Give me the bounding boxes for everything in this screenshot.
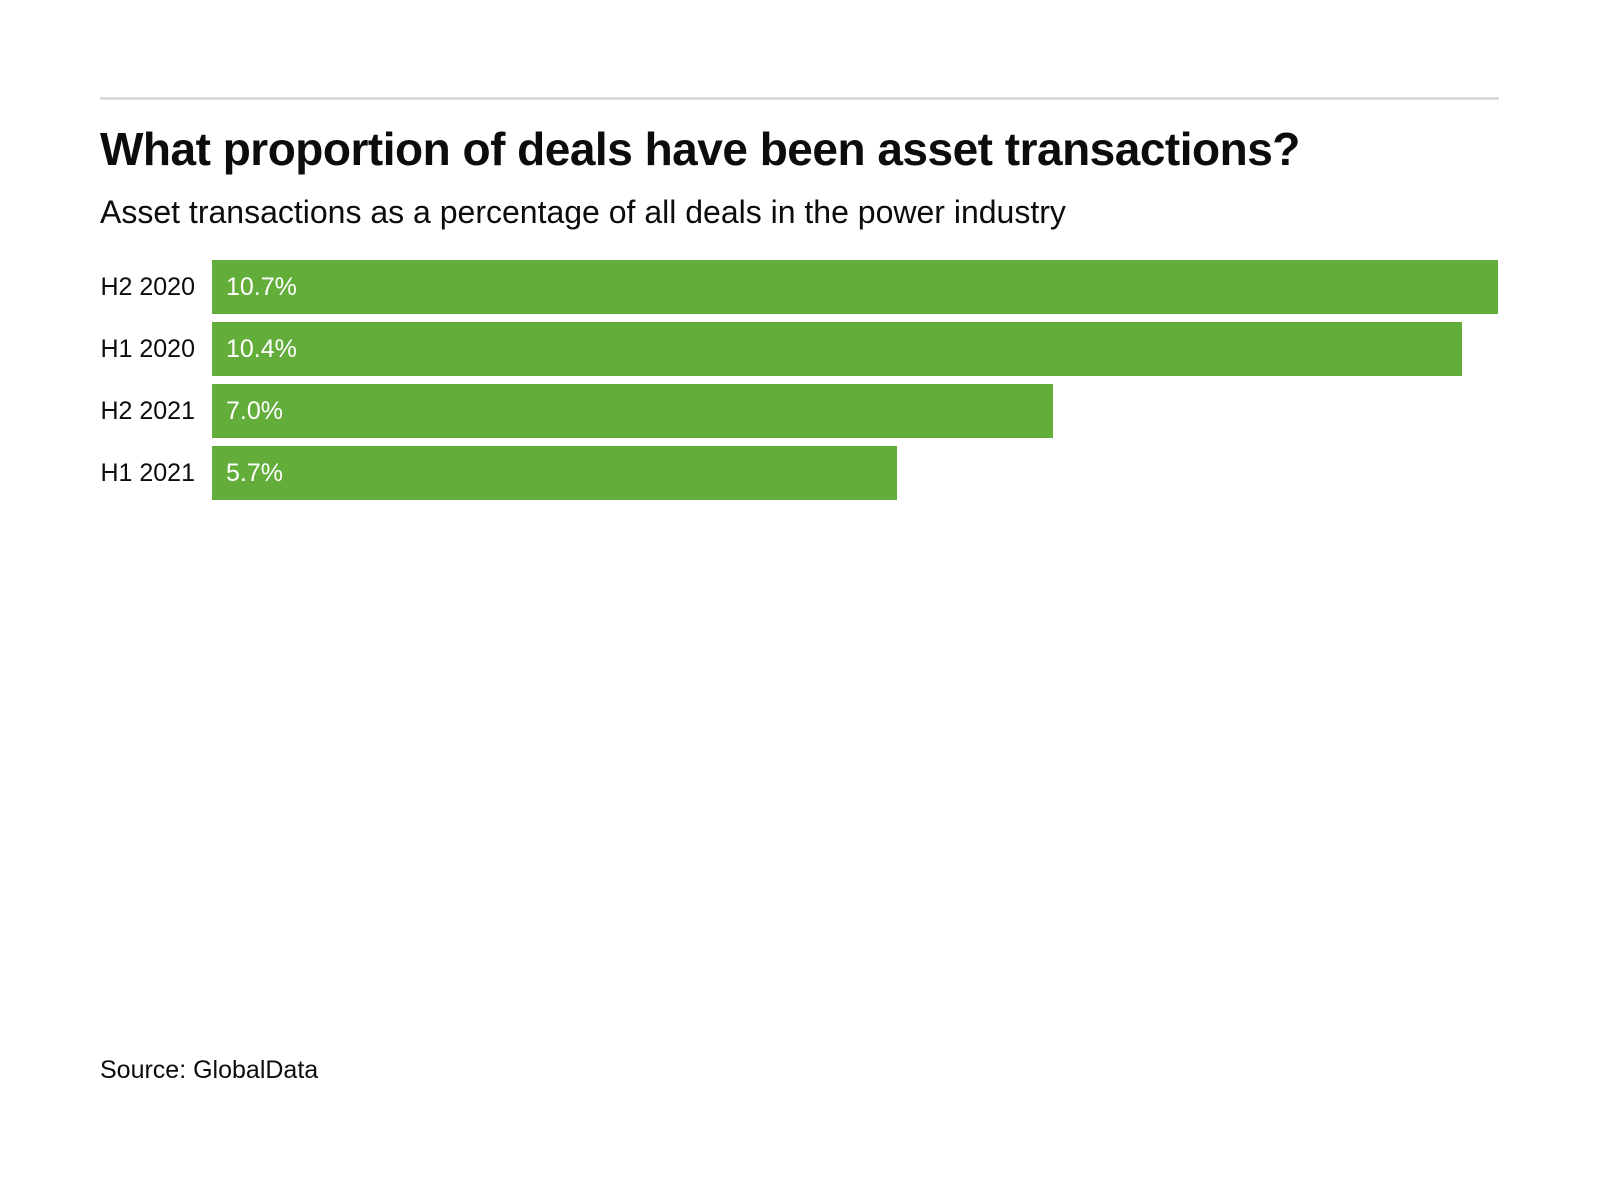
source-note: Source: GlobalData — [100, 1056, 319, 1084]
bar-value-label: 10.7% — [226, 272, 297, 301]
bar-value-label: 5.7% — [226, 458, 283, 487]
bar-row: H1 2020 10.4% — [100, 322, 1500, 376]
chart-subtitle: Asset transactions as a percentage of al… — [100, 194, 1066, 230]
category-label: H2 2021 — [100, 396, 195, 425]
bar-row: H2 2020 10.7% — [100, 260, 1500, 314]
bar-row: H2 2021 7.0% — [100, 384, 1500, 438]
bar: 7.0% — [212, 384, 1053, 438]
category-label: H2 2020 — [100, 272, 195, 301]
bar: 10.7% — [212, 260, 1498, 314]
bar-chart: H2 2020 10.7% H1 2020 10.4% H2 2021 7.0% H1 20… — [100, 260, 1500, 508]
bar-value-label: 7.0% — [226, 396, 283, 425]
top-divider — [100, 97, 1499, 100]
bar: 10.4% — [212, 322, 1462, 376]
category-label: H1 2021 — [100, 458, 195, 487]
chart-title: What proportion of deals have been asset… — [100, 123, 1300, 175]
bar: 5.7% — [212, 446, 897, 500]
category-label: H1 2020 — [100, 334, 195, 363]
bar-row: H1 2021 5.7% — [100, 446, 1500, 500]
bar-value-label: 10.4% — [226, 334, 297, 363]
